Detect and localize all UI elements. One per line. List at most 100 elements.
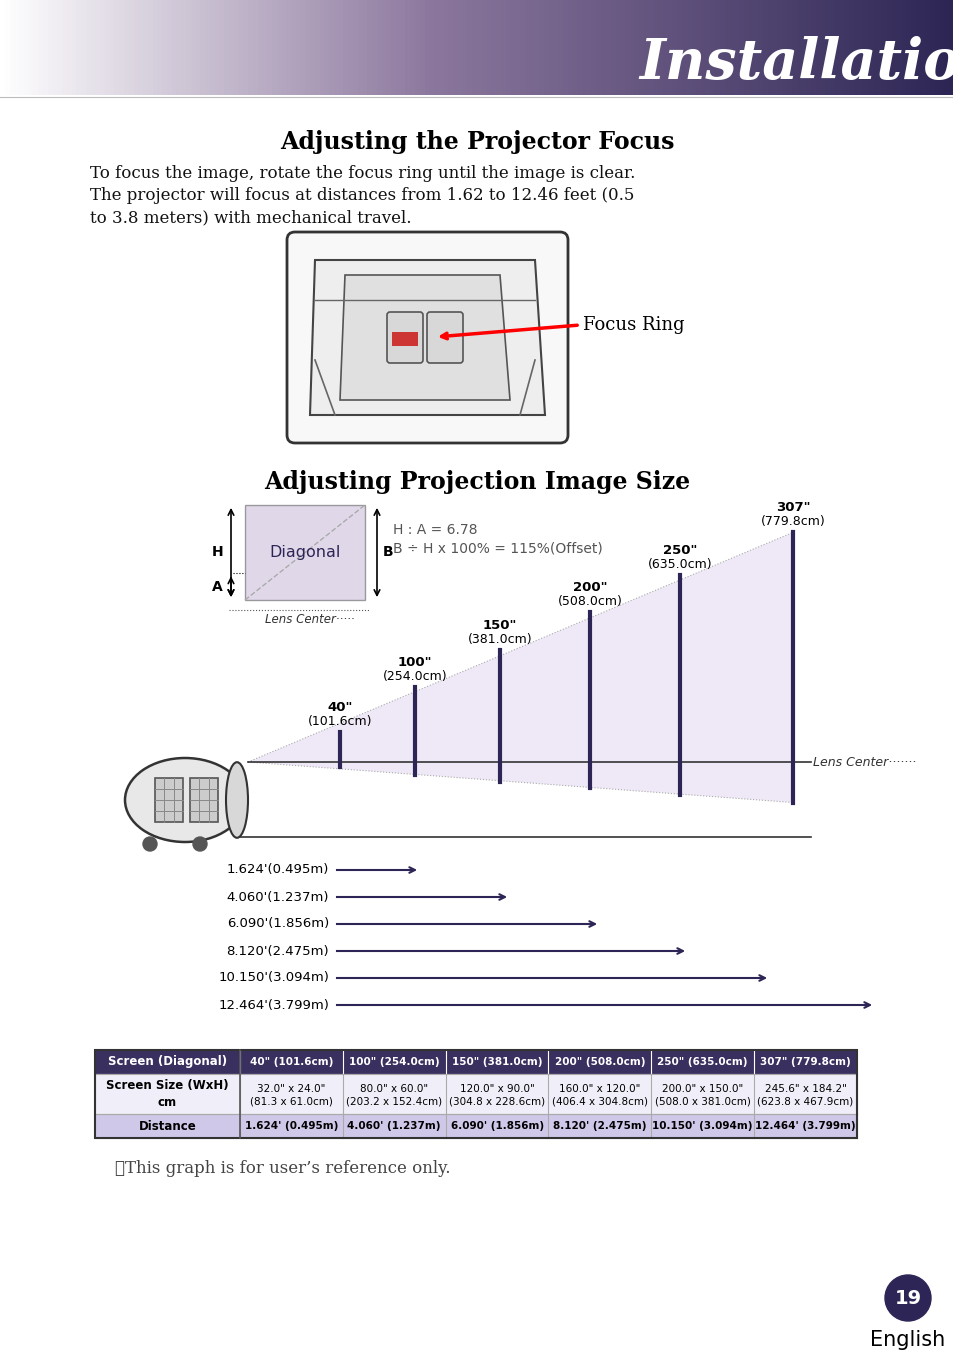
FancyBboxPatch shape [387,311,422,363]
Text: A: A [212,580,223,593]
Bar [445,1074,548,1114]
Bar [548,1114,651,1137]
Text: 40" (101.6cm): 40" (101.6cm) [250,1057,333,1067]
Text: 80.0" x 60.0": 80.0" x 60.0" [360,1085,428,1094]
Text: 1.624'(0.495m): 1.624'(0.495m) [227,864,329,876]
Text: 200.0" x 150.0": 200.0" x 150.0" [661,1085,742,1094]
Text: 250": 250" [662,544,697,556]
Text: (101.6cm): (101.6cm) [308,715,372,728]
Bar [445,1049,548,1074]
Circle shape [884,1275,930,1322]
Bar [342,1114,445,1137]
Bar [95,1074,240,1114]
Text: Screen Size (WxH)
cm: Screen Size (WxH) cm [106,1079,229,1109]
Text: Focus Ring: Focus Ring [582,315,684,334]
Bar [95,1049,856,1137]
Text: 6.090'(1.856m): 6.090'(1.856m) [227,918,329,930]
Text: B ÷ H x 100% = 115%(Offset): B ÷ H x 100% = 115%(Offset) [393,542,602,555]
Text: The projector will focus at distances from 1.62 to 12.46 feet (0.5: The projector will focus at distances fr… [90,187,634,204]
Ellipse shape [226,762,248,838]
Bar [154,779,183,822]
FancyBboxPatch shape [427,311,462,363]
Text: 8.120' (2.475m): 8.120' (2.475m) [553,1121,646,1131]
Text: (508.0cm): (508.0cm) [557,596,621,608]
Bar [245,505,365,600]
Text: 4.060' (1.237m): 4.060' (1.237m) [347,1121,440,1131]
Circle shape [143,837,157,852]
Text: 100": 100" [397,657,432,669]
Bar [240,1074,342,1114]
Bar [190,779,218,822]
Bar [95,1114,240,1137]
Text: (203.2 x 152.4cm): (203.2 x 152.4cm) [346,1097,442,1108]
Text: B: B [382,546,394,559]
Text: 12.464'(3.799m): 12.464'(3.799m) [218,998,329,1011]
Text: 150" (381.0cm): 150" (381.0cm) [452,1057,541,1067]
Bar [754,1114,856,1137]
Text: H: H [212,546,223,559]
Bar [651,1049,754,1074]
Polygon shape [310,260,544,414]
Text: ❖This graph is for user’s reference only.: ❖This graph is for user’s reference only… [115,1160,450,1177]
Text: 6.090' (1.856m): 6.090' (1.856m) [450,1121,543,1131]
Text: 245.6" x 184.2": 245.6" x 184.2" [764,1085,845,1094]
Text: 100" (254.0cm): 100" (254.0cm) [349,1057,439,1067]
Text: 10.150' (3.094m): 10.150' (3.094m) [652,1121,752,1131]
Text: 307": 307" [775,501,809,515]
Text: Distance: Distance [138,1120,196,1132]
Bar [342,1074,445,1114]
Bar [754,1074,856,1114]
Ellipse shape [125,758,245,842]
Text: 4.060'(1.237m): 4.060'(1.237m) [226,891,329,903]
Text: to 3.8 meters) with mechanical travel.: to 3.8 meters) with mechanical travel. [90,209,411,226]
Bar [445,1114,548,1137]
Bar [392,332,417,347]
Text: 250" (635.0cm): 250" (635.0cm) [657,1057,747,1067]
Text: 120.0" x 90.0": 120.0" x 90.0" [459,1085,534,1094]
Text: (508.0 x 381.0cm): (508.0 x 381.0cm) [654,1097,750,1108]
Text: 200" (508.0cm): 200" (508.0cm) [554,1057,644,1067]
Text: Lens Center·······: Lens Center······· [812,756,915,769]
Text: Lens Center·····: Lens Center····· [265,613,355,626]
Text: (381.0cm): (381.0cm) [467,632,532,646]
Polygon shape [248,532,792,803]
Bar [240,1049,342,1074]
Text: 150": 150" [482,619,517,632]
Bar [651,1114,754,1137]
Circle shape [193,837,207,852]
Text: Adjusting Projection Image Size: Adjusting Projection Image Size [264,470,689,494]
Text: 1.624' (0.495m): 1.624' (0.495m) [245,1121,337,1131]
Text: 307" (779.8cm): 307" (779.8cm) [760,1057,850,1067]
Text: To focus the image, rotate the focus ring until the image is clear.: To focus the image, rotate the focus rin… [90,165,635,181]
Text: 32.0" x 24.0": 32.0" x 24.0" [257,1085,325,1094]
Text: H : A = 6.78: H : A = 6.78 [393,523,477,538]
Bar [754,1049,856,1074]
Text: (623.8 x 467.9cm): (623.8 x 467.9cm) [757,1097,853,1108]
Bar [342,1049,445,1074]
Bar [95,1049,240,1074]
Text: Installation: Installation [639,35,953,91]
Bar [548,1049,651,1074]
Bar [548,1074,651,1114]
Text: Adjusting the Projector Focus: Adjusting the Projector Focus [279,130,674,154]
Text: English: English [869,1330,944,1350]
Text: (406.4 x 304.8cm): (406.4 x 304.8cm) [552,1097,647,1108]
Text: Diagonal: Diagonal [269,546,340,561]
Text: (304.8 x 228.6cm): (304.8 x 228.6cm) [449,1097,544,1108]
Text: (779.8cm): (779.8cm) [760,516,824,528]
Bar [240,1114,342,1137]
Text: (635.0cm): (635.0cm) [647,558,712,571]
Bar [651,1074,754,1114]
Text: (81.3 x 61.0cm): (81.3 x 61.0cm) [250,1097,333,1108]
Text: 200": 200" [572,581,607,594]
Text: 160.0" x 120.0": 160.0" x 120.0" [558,1085,639,1094]
Text: 19: 19 [894,1289,921,1308]
Text: Screen (Diagonal): Screen (Diagonal) [108,1056,227,1068]
Polygon shape [339,275,510,399]
Text: 12.464' (3.799m): 12.464' (3.799m) [755,1121,855,1131]
Text: 10.150'(3.094m): 10.150'(3.094m) [218,972,329,984]
Text: 40": 40" [327,701,353,714]
FancyBboxPatch shape [287,232,567,443]
Text: 8.120'(2.475m): 8.120'(2.475m) [226,945,329,957]
Text: (254.0cm): (254.0cm) [382,670,447,684]
